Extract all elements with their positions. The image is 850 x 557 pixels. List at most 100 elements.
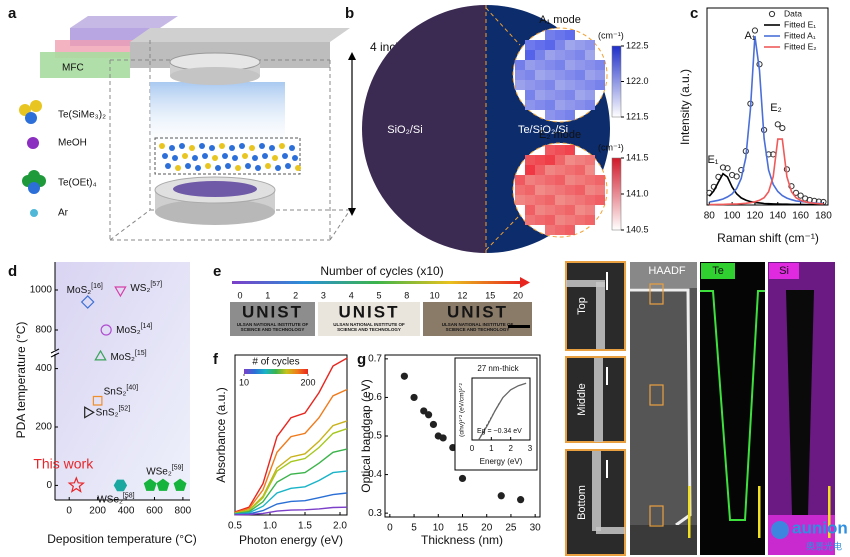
point-label: SnS₂[40] xyxy=(104,385,139,398)
map-pixel xyxy=(595,195,605,205)
molecule xyxy=(249,145,255,151)
map-pixel xyxy=(525,70,535,80)
molecule xyxy=(159,143,165,149)
x-axis-label: Photon energy (eV) xyxy=(239,533,343,547)
plot-frame xyxy=(234,354,348,516)
map-pixel xyxy=(555,80,565,90)
map-pixel xyxy=(535,80,545,90)
point-label: MoS₂[16] xyxy=(67,283,103,296)
map-pixel xyxy=(565,80,575,90)
region-label: Middle xyxy=(576,383,588,415)
point-label-name: WSe₂ xyxy=(146,466,172,477)
logo-line: ULSAN NATIONAL INSTITUTE OF xyxy=(442,322,514,327)
molecule-icon xyxy=(30,100,42,112)
point-label-ref: [14] xyxy=(141,323,153,330)
legend-label: Te(OEt)₄ xyxy=(58,178,97,189)
map-pixel xyxy=(515,80,525,90)
map-pixel xyxy=(525,100,535,110)
x-tick-label: 800 xyxy=(175,506,192,517)
molecule xyxy=(179,143,185,149)
axis-break xyxy=(50,352,60,358)
data-point xyxy=(410,393,418,402)
x-tick-label: 180 xyxy=(815,211,832,222)
wafer-label: SiO₂/Si xyxy=(387,124,422,136)
map-pixel xyxy=(545,110,555,120)
y-axis-label: Absorbance (a.u.) xyxy=(214,387,228,482)
map-pixel xyxy=(545,90,555,100)
te-signal xyxy=(700,290,765,521)
molecule-icon xyxy=(28,182,40,194)
point-label-name: SnS₂ xyxy=(96,407,119,418)
x-tick-label: 10 xyxy=(433,523,445,534)
x-tick-label: 140 xyxy=(769,211,786,222)
map-pixel xyxy=(545,165,555,175)
mfc-label: MFC xyxy=(62,63,84,74)
scale-bar xyxy=(828,486,831,538)
molecule xyxy=(275,165,281,171)
molecule xyxy=(232,155,238,161)
map-pixel xyxy=(535,155,545,165)
map-pixel xyxy=(525,205,535,215)
molecule-icon xyxy=(28,170,40,182)
panel-label: e xyxy=(213,263,221,280)
molecule xyxy=(199,143,205,149)
data-point xyxy=(173,478,187,491)
map-pixel xyxy=(565,215,575,225)
data-point xyxy=(143,478,157,491)
map-pixel xyxy=(555,225,565,235)
inset-annotation: Eg = ~0.34 eV xyxy=(477,428,522,435)
map-pixel xyxy=(555,145,565,155)
haadf-bottom xyxy=(630,525,697,555)
map-pixel xyxy=(545,205,555,215)
molecule xyxy=(205,163,211,169)
data-point xyxy=(156,478,170,491)
map-pixel xyxy=(565,155,575,165)
logo-word: UNIST xyxy=(339,302,400,321)
y-tick-label: 400 xyxy=(35,363,52,374)
molecule xyxy=(162,153,168,159)
colorbar-tick-label: 141.5 xyxy=(626,152,649,162)
watermark-sub: 奥景光电 xyxy=(806,540,842,551)
colorbar-tick-label: 200 xyxy=(300,377,315,387)
map-pixel xyxy=(575,215,585,225)
y-axis-label: Optical bandgap (eV) xyxy=(359,379,373,492)
gas-line xyxy=(130,28,350,42)
map-pixel xyxy=(595,60,605,70)
map-pixel xyxy=(565,175,575,185)
map-pixel xyxy=(565,90,575,100)
molecule xyxy=(185,163,191,169)
plot-frame xyxy=(471,377,531,441)
map-pixel xyxy=(545,60,555,70)
map-pixel xyxy=(555,30,565,40)
molecule-icon xyxy=(30,209,38,217)
peak-label: A₁ xyxy=(744,30,755,42)
cycle-label: 8 xyxy=(404,290,409,300)
bottom-surface xyxy=(596,527,625,534)
data-point xyxy=(94,349,107,361)
map-pixel xyxy=(525,40,535,50)
map-pixel xyxy=(545,40,555,50)
map-pixel xyxy=(535,70,545,80)
colorbar-tick-label: 121.5 xyxy=(626,111,649,121)
map-pixel xyxy=(575,205,585,215)
column-label: Te xyxy=(712,265,724,277)
data-point xyxy=(797,192,804,199)
x-tick-label: 20 xyxy=(481,523,493,534)
map-pixel xyxy=(555,50,565,60)
logo-line: SCIENCE AND TECHNOLOGY xyxy=(446,327,510,332)
te-map xyxy=(700,262,765,555)
chamber-edge xyxy=(109,209,151,241)
molecule xyxy=(295,165,301,171)
point-label-ref: [52] xyxy=(118,405,130,412)
data-point xyxy=(497,492,505,500)
data-point xyxy=(719,164,727,171)
point-label-ref: [57] xyxy=(150,281,162,288)
legend-label: MeOH xyxy=(58,138,87,149)
mfc-box xyxy=(70,16,178,28)
map-pixel xyxy=(585,195,595,205)
map-pixel xyxy=(515,70,525,80)
map-pixel xyxy=(575,80,585,90)
map-pixel xyxy=(525,195,535,205)
region-label: Bottom xyxy=(576,485,588,520)
